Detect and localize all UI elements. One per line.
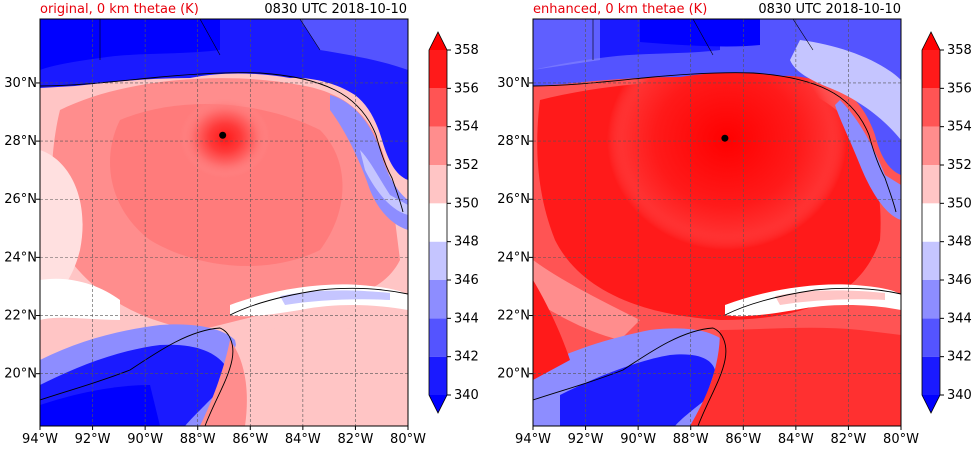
colorbar-label-enhanced: 344 <box>947 311 972 326</box>
lon-tick-label-original: 80°W <box>390 432 426 447</box>
lon-tick-label-original: 82°W <box>337 432 373 447</box>
colorbar-label-original: 350 <box>454 196 479 211</box>
map-panel-original <box>40 19 408 426</box>
map-frame-enhanced <box>532 18 902 427</box>
lon-tick-label-enhanced: 84°W <box>778 432 814 447</box>
colorbar-label-original: 344 <box>454 311 479 326</box>
colorbar-segment-original <box>429 356 447 395</box>
colorbar-label-original: 342 <box>454 350 479 365</box>
colorbar-segment-original <box>429 318 447 357</box>
lat-tick-label-original: 26°N <box>4 192 37 207</box>
lat-tick-label-enhanced: 26°N <box>497 192 530 207</box>
lat-tick-label-enhanced: 30°N <box>497 76 530 91</box>
colorbar-label-original: 354 <box>454 120 479 135</box>
colorbar-segment-enhanced <box>922 241 940 280</box>
colorbar-segment-enhanced <box>922 88 940 127</box>
colorbar-label-enhanced: 342 <box>947 350 972 365</box>
lat-tick-label-original: 24°N <box>4 250 37 265</box>
colorbar-segment-original <box>429 165 447 204</box>
colorbar-segment-original <box>429 126 447 165</box>
lon-tick-label-enhanced: 92°W <box>568 432 604 447</box>
lat-tick-label-original: 28°N <box>4 134 37 149</box>
colorbar-label-original: 340 <box>454 388 479 403</box>
colorbar-over-arrow-original <box>429 32 447 50</box>
colorbar-segment-original <box>429 88 447 127</box>
map-panel-enhanced <box>533 19 901 426</box>
colorbar-segment-original <box>429 280 447 319</box>
colorbar-segment-enhanced <box>922 318 940 357</box>
lon-tick-label-original: 92°W <box>75 432 111 447</box>
map-frame-original <box>39 18 409 427</box>
colorbar-segment-original <box>429 203 447 242</box>
colorbar-segment-enhanced <box>922 280 940 319</box>
lat-tick-label-enhanced: 22°N <box>497 309 530 324</box>
lon-tick-label-enhanced: 90°W <box>620 432 656 447</box>
storm-center-marker-enhanced <box>721 134 729 142</box>
panel-title-original: original, 0 km thetae (K) <box>40 2 199 17</box>
lat-tick-label-enhanced: 24°N <box>497 250 530 265</box>
lon-tick-label-enhanced: 94°W <box>515 432 551 447</box>
panel-time-original: 0830 UTC 2018-10-10 <box>264 2 407 17</box>
colorbar-label-original: 352 <box>454 158 479 173</box>
colorbar-segment-enhanced <box>922 50 940 89</box>
lon-tick-label-enhanced: 86°W <box>725 432 761 447</box>
lon-tick-label-original: 88°W <box>180 432 216 447</box>
panel-time-enhanced: 0830 UTC 2018-10-10 <box>758 2 901 17</box>
colorbar-label-enhanced: 348 <box>947 235 972 250</box>
colorbar-under-arrow-enhanced <box>922 395 940 413</box>
colorbar-segment-enhanced <box>922 356 940 395</box>
lon-tick-label-original: 94°W <box>22 432 58 447</box>
lon-tick-label-original: 86°W <box>232 432 268 447</box>
colorbar-label-original: 346 <box>454 273 479 288</box>
storm-center-marker-original <box>219 131 227 139</box>
colorbar-label-original: 356 <box>454 81 479 96</box>
panel-title-enhanced: enhanced, 0 km thetae (K) <box>533 2 708 17</box>
colorbar-segment-original <box>429 241 447 280</box>
colorbar-over-arrow-enhanced <box>922 32 940 50</box>
lon-tick-label-enhanced: 80°W <box>883 432 919 447</box>
colorbar-segment-original <box>429 50 447 89</box>
lat-tick-label-original: 30°N <box>4 76 37 91</box>
lat-tick-label-original: 22°N <box>4 309 37 324</box>
lat-tick-label-enhanced: 20°N <box>497 367 530 382</box>
lon-tick-label-enhanced: 82°W <box>830 432 866 447</box>
colorbar-segment-enhanced <box>922 126 940 165</box>
colorbar-label-enhanced: 346 <box>947 273 972 288</box>
colorbar-label-enhanced: 350 <box>947 196 972 211</box>
lon-tick-label-original: 84°W <box>285 432 321 447</box>
colorbar-label-enhanced: 340 <box>947 388 972 403</box>
lon-tick-label-enhanced: 88°W <box>673 432 709 447</box>
colorbar-under-arrow-original <box>429 395 447 413</box>
lat-tick-label-original: 20°N <box>4 367 37 382</box>
colorbar-label-original: 348 <box>454 235 479 250</box>
colorbar-label-original: 358 <box>454 43 479 58</box>
colorbar-label-enhanced: 354 <box>947 120 972 135</box>
colorbar-label-enhanced: 358 <box>947 43 972 58</box>
colorbar-label-enhanced: 356 <box>947 81 972 96</box>
colorbar-segment-enhanced <box>922 165 940 204</box>
colorbar-label-enhanced: 352 <box>947 158 972 173</box>
colorbar-segment-enhanced <box>922 203 940 242</box>
lon-tick-label-original: 90°W <box>127 432 163 447</box>
lat-tick-label-enhanced: 28°N <box>497 134 530 149</box>
